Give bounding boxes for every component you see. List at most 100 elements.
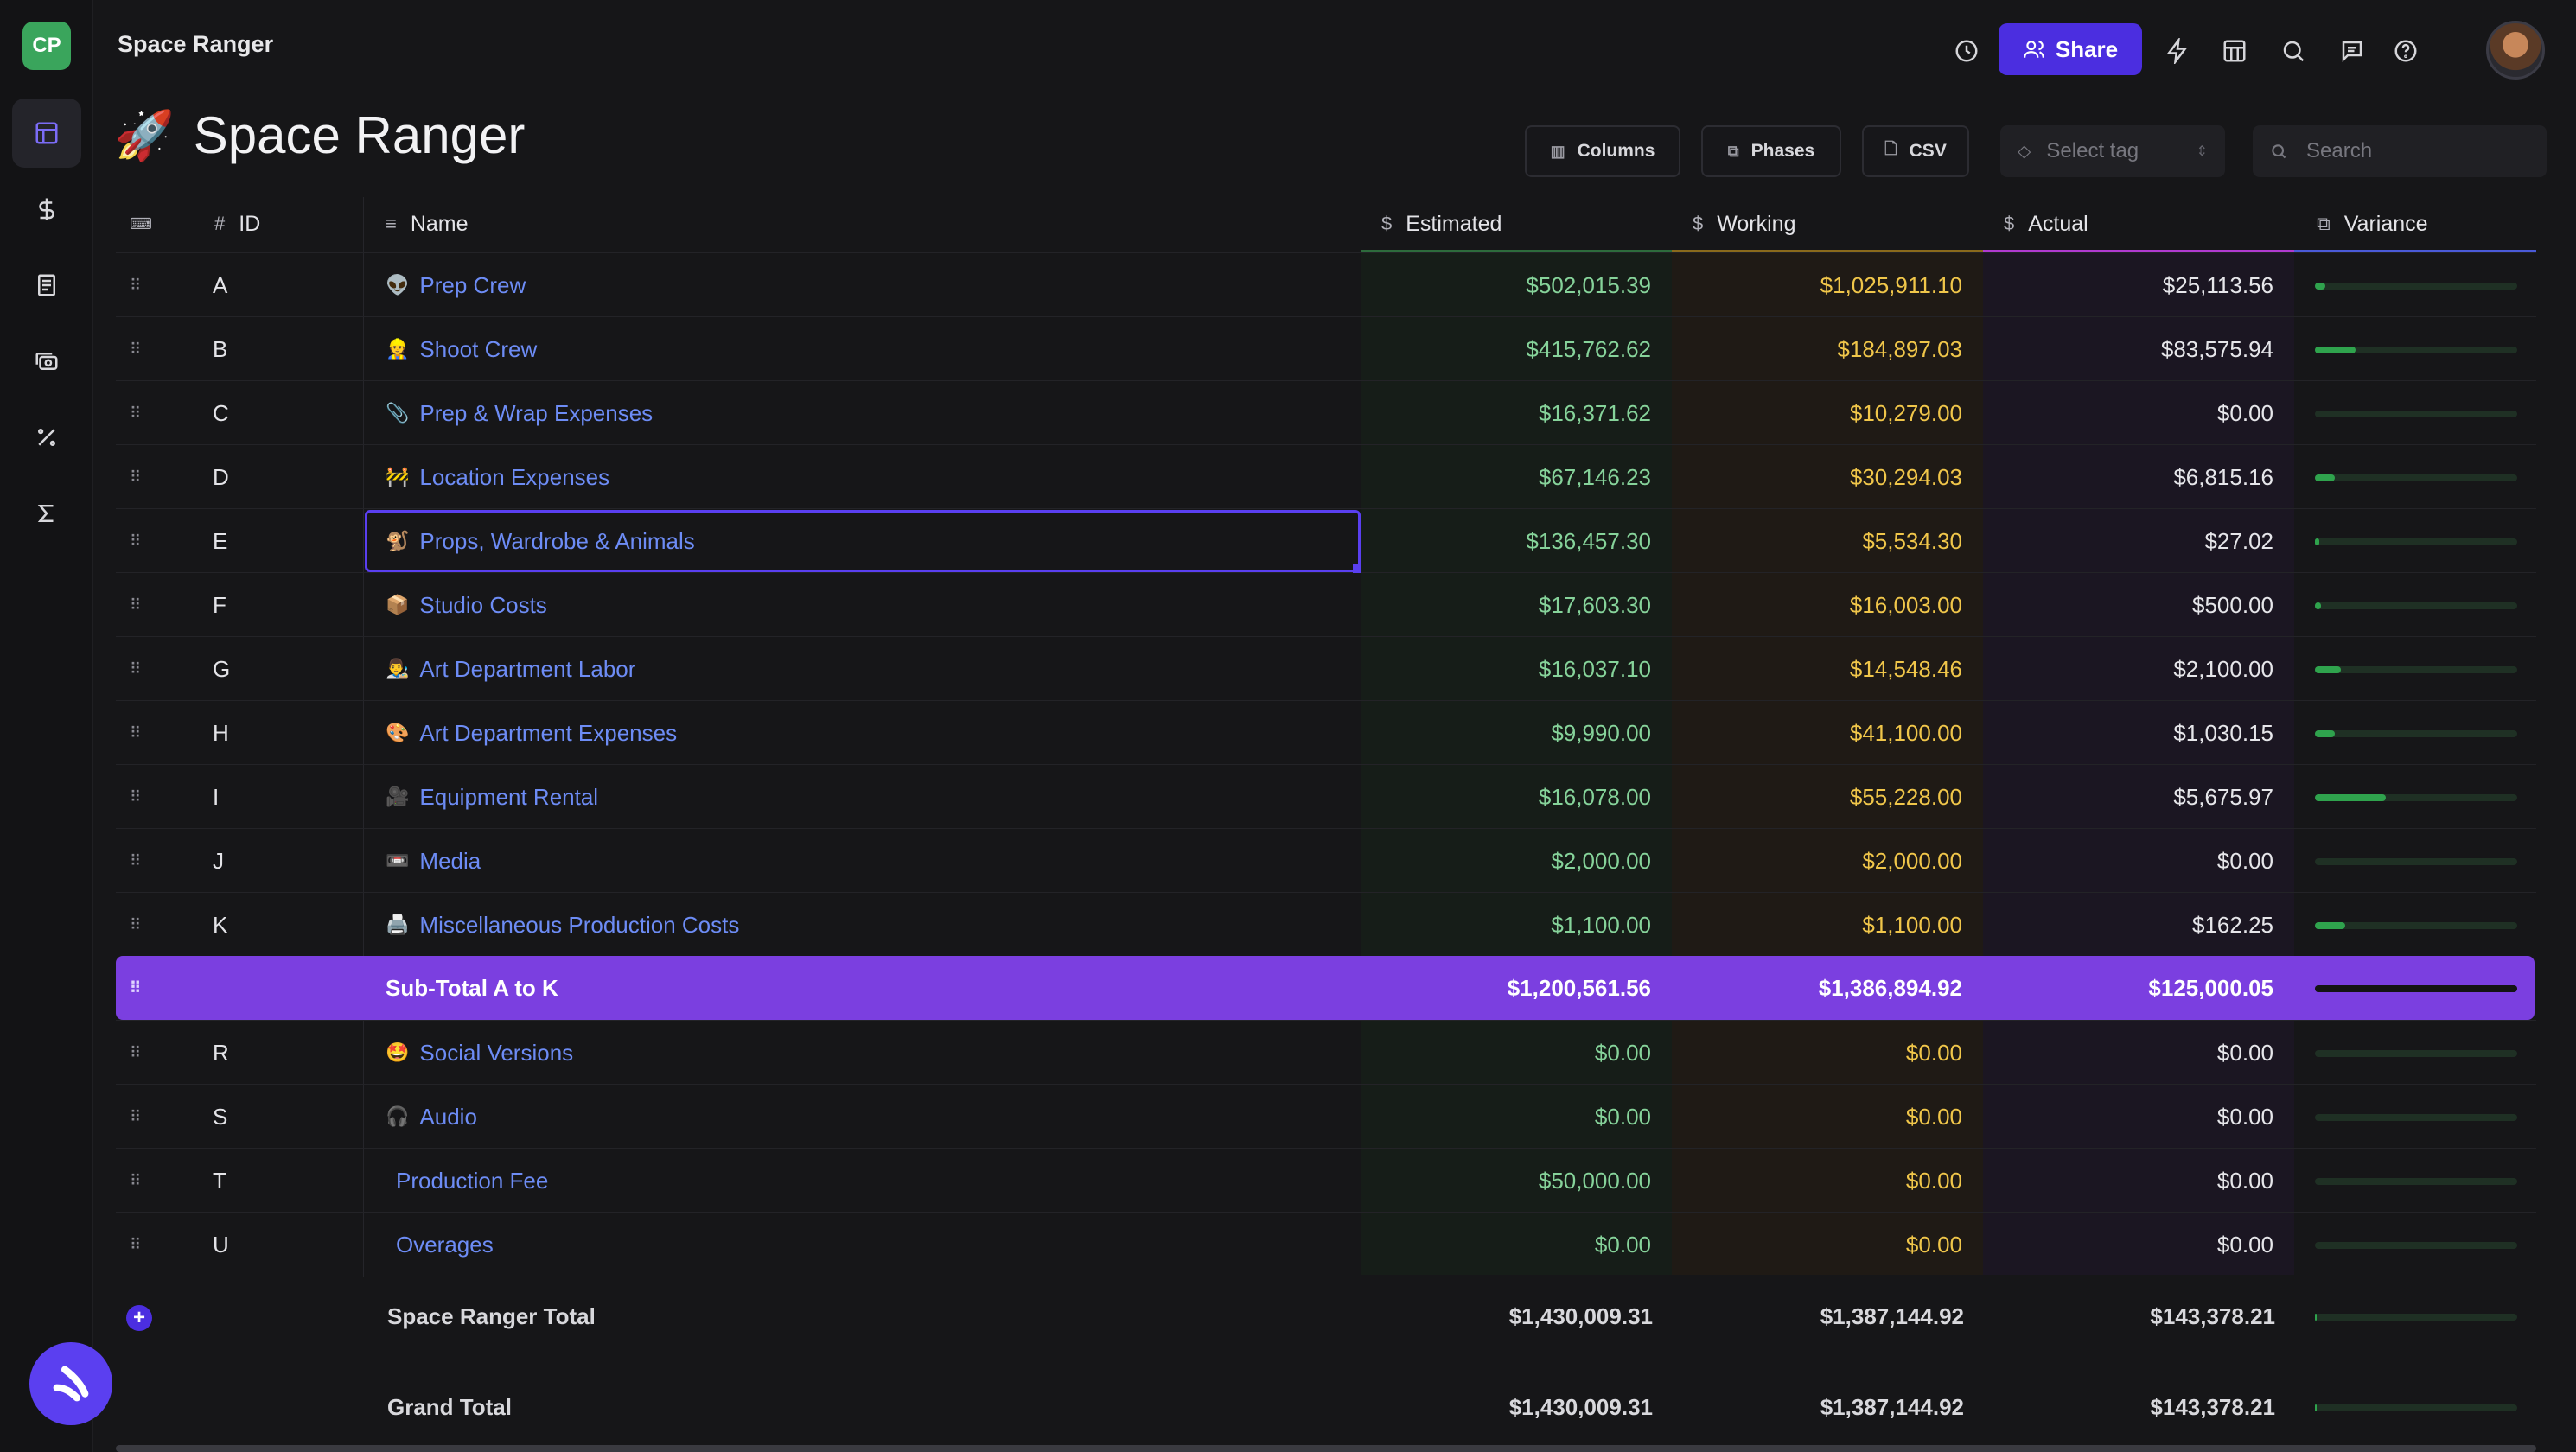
- actual-cell[interactable]: $1,030.15: [2173, 719, 2273, 746]
- row-name[interactable]: 📎 Prep & Wrap Expenses: [386, 381, 653, 445]
- drag-handle-icon[interactable]: ⠿: [130, 1171, 141, 1189]
- actual-cell[interactable]: $27.02: [2204, 527, 2273, 554]
- row-name-link[interactable]: Props, Wardrobe & Animals: [419, 527, 695, 554]
- row-id[interactable]: J: [213, 847, 224, 874]
- row-name[interactable]: 👽 Prep Crew: [386, 253, 526, 317]
- lightning-icon[interactable]: [2163, 36, 2192, 66]
- table-row[interactable]: ⠿ G 👨‍🎨 Art Department Labor $16,037.10 …: [116, 636, 2536, 700]
- estimated-cell[interactable]: $136,457.30: [1526, 527, 1651, 554]
- working-cell[interactable]: $1,025,911.10: [1820, 271, 1962, 298]
- working-cell[interactable]: $2,000.00: [1862, 847, 1962, 874]
- estimated-cell[interactable]: $2,000.00: [1551, 847, 1651, 874]
- row-name[interactable]: 🖨️ Miscellaneous Production Costs: [386, 893, 739, 957]
- working-cell[interactable]: $1,100.00: [1862, 911, 1962, 938]
- row-name[interactable]: 🚧 Location Expenses: [386, 445, 609, 509]
- table-row[interactable]: ⠿ S 🎧 Audio $0.00 $0.00 $0.00: [116, 1084, 2536, 1148]
- select-tag-dropdown[interactable]: ⬦ Select tag ⇕: [2000, 125, 2225, 177]
- row-id[interactable]: S: [213, 1103, 228, 1130]
- header-actual[interactable]: $ Actual: [2004, 197, 2088, 251]
- row-name-link[interactable]: Production Fee: [396, 1167, 549, 1194]
- estimated-cell[interactable]: $415,762.62: [1526, 335, 1651, 362]
- drag-handle-icon[interactable]: ⠿: [130, 468, 141, 486]
- csv-button[interactable]: 🗋 CSV: [1862, 125, 1969, 177]
- working-cell[interactable]: $30,294.03: [1849, 463, 1962, 490]
- actual-cell[interactable]: $0.00: [2216, 847, 2273, 874]
- actual-cell[interactable]: $25,113.56: [2162, 271, 2273, 298]
- working-cell[interactable]: $0.00: [1905, 1231, 1962, 1258]
- receipt-icon[interactable]: [12, 251, 81, 320]
- subtotal-working[interactable]: $1,386,894.92: [1818, 974, 1962, 1001]
- drag-handle-icon[interactable]: ⠿: [130, 978, 141, 997]
- add-row-button[interactable]: +: [126, 1305, 152, 1331]
- subtotal-actual[interactable]: $125,000.05: [2148, 974, 2273, 1001]
- payments-icon[interactable]: [12, 327, 81, 396]
- working-cell[interactable]: $0.00: [1905, 1167, 1962, 1194]
- table-row[interactable]: ⠿ U Overages $0.00 $0.00 $0.00: [116, 1212, 2536, 1276]
- search-input[interactable]: Search: [2253, 125, 2547, 177]
- drag-handle-icon[interactable]: ⠿: [130, 1107, 141, 1125]
- row-id[interactable]: F: [213, 591, 226, 618]
- row-name[interactable]: 🎨 Art Department Expenses: [386, 701, 677, 765]
- row-name[interactable]: 👷 Shoot Crew: [386, 317, 537, 381]
- horizontal-scrollbar[interactable]: [116, 1445, 2536, 1452]
- row-name[interactable]: 📼 Media: [386, 829, 481, 893]
- header-estimated[interactable]: $ Estimated: [1381, 197, 1502, 251]
- row-name-link[interactable]: Studio Costs: [419, 591, 547, 618]
- actual-cell[interactable]: $500.00: [2192, 591, 2273, 618]
- dollar-icon[interactable]: [12, 175, 81, 244]
- working-cell[interactable]: $55,228.00: [1849, 783, 1962, 810]
- row-name[interactable]: 🤩 Social Versions: [386, 1021, 573, 1085]
- actual-cell[interactable]: $0.00: [2216, 399, 2273, 426]
- drag-handle-icon[interactable]: ⠿: [130, 1235, 141, 1253]
- working-cell[interactable]: $41,100.00: [1849, 719, 1962, 746]
- actual-cell[interactable]: $0.00: [2216, 1231, 2273, 1258]
- working-cell[interactable]: $16,003.00: [1849, 591, 1962, 618]
- header-variance[interactable]: ⧉ Variance: [2317, 197, 2428, 251]
- row-name[interactable]: Production Fee: [386, 1149, 548, 1213]
- workspace-badge[interactable]: CP: [22, 22, 71, 70]
- estimated-cell[interactable]: $16,371.62: [1538, 399, 1651, 426]
- row-name-link[interactable]: Social Versions: [419, 1039, 574, 1066]
- actual-cell[interactable]: $2,100.00: [2173, 655, 2273, 682]
- columns-button[interactable]: ▥ Columns: [1525, 125, 1680, 177]
- subtotal-estimated[interactable]: $1,200,561.56: [1507, 974, 1651, 1001]
- row-id[interactable]: D: [213, 463, 229, 490]
- table-row[interactable]: ⠿ H 🎨 Art Department Expenses $9,990.00 …: [116, 700, 2536, 764]
- comments-icon[interactable]: [2337, 36, 2367, 66]
- fill-handle[interactable]: [1353, 564, 1361, 573]
- table-row[interactable]: ⠿ E 🐒 Props, Wardrobe & Animals $136,457…: [116, 508, 2536, 572]
- subtotal-row[interactable]: ⠿ Sub-Total A to K $1,200,561.56 $1,386,…: [116, 956, 2535, 1020]
- row-id[interactable]: G: [213, 655, 231, 682]
- row-name-link[interactable]: Miscellaneous Production Costs: [419, 911, 740, 938]
- table-view-icon[interactable]: [12, 99, 81, 168]
- header-id[interactable]: # ID: [214, 197, 260, 251]
- row-id[interactable]: R: [213, 1039, 229, 1066]
- row-id[interactable]: E: [213, 527, 228, 554]
- actual-cell[interactable]: $83,575.94: [2160, 335, 2273, 362]
- table-row[interactable]: ⠿ J 📼 Media $2,000.00 $2,000.00 $0.00: [116, 828, 2536, 892]
- assistant-button[interactable]: [29, 1342, 112, 1425]
- working-cell[interactable]: $184,897.03: [1837, 335, 1962, 362]
- drag-handle-icon[interactable]: ⠿: [130, 404, 141, 422]
- table-row[interactable]: ⠿ R 🤩 Social Versions $0.00 $0.00 $0.00: [116, 1020, 2536, 1084]
- sigma-icon[interactable]: [12, 479, 81, 548]
- table-row[interactable]: ⠿ F 📦 Studio Costs $17,603.30 $16,003.00…: [116, 572, 2536, 636]
- phases-button[interactable]: ⧉ Phases: [1701, 125, 1841, 177]
- table-settings-icon[interactable]: [2220, 36, 2249, 66]
- row-id[interactable]: H: [213, 719, 229, 746]
- drag-handle-icon[interactable]: ⠿: [130, 723, 141, 742]
- row-name-link[interactable]: Location Expenses: [419, 463, 610, 490]
- drag-handle-icon[interactable]: ⠿: [130, 851, 141, 869]
- table-row[interactable]: ⠿ B 👷 Shoot Crew $415,762.62 $184,897.03…: [116, 316, 2536, 380]
- working-cell[interactable]: $5,534.30: [1862, 527, 1962, 554]
- row-id[interactable]: U: [213, 1231, 229, 1258]
- estimated-cell[interactable]: $9,990.00: [1551, 719, 1651, 746]
- share-button[interactable]: Share: [1999, 23, 2142, 75]
- drag-handle-icon[interactable]: ⠿: [130, 595, 141, 614]
- row-id[interactable]: K: [213, 911, 228, 938]
- row-id[interactable]: B: [213, 335, 228, 362]
- table-row[interactable]: ⠿ T Production Fee $50,000.00 $0.00 $0.0…: [116, 1148, 2536, 1212]
- actual-cell[interactable]: $0.00: [2216, 1167, 2273, 1194]
- estimated-cell[interactable]: $16,078.00: [1538, 783, 1651, 810]
- working-cell[interactable]: $14,548.46: [1849, 655, 1962, 682]
